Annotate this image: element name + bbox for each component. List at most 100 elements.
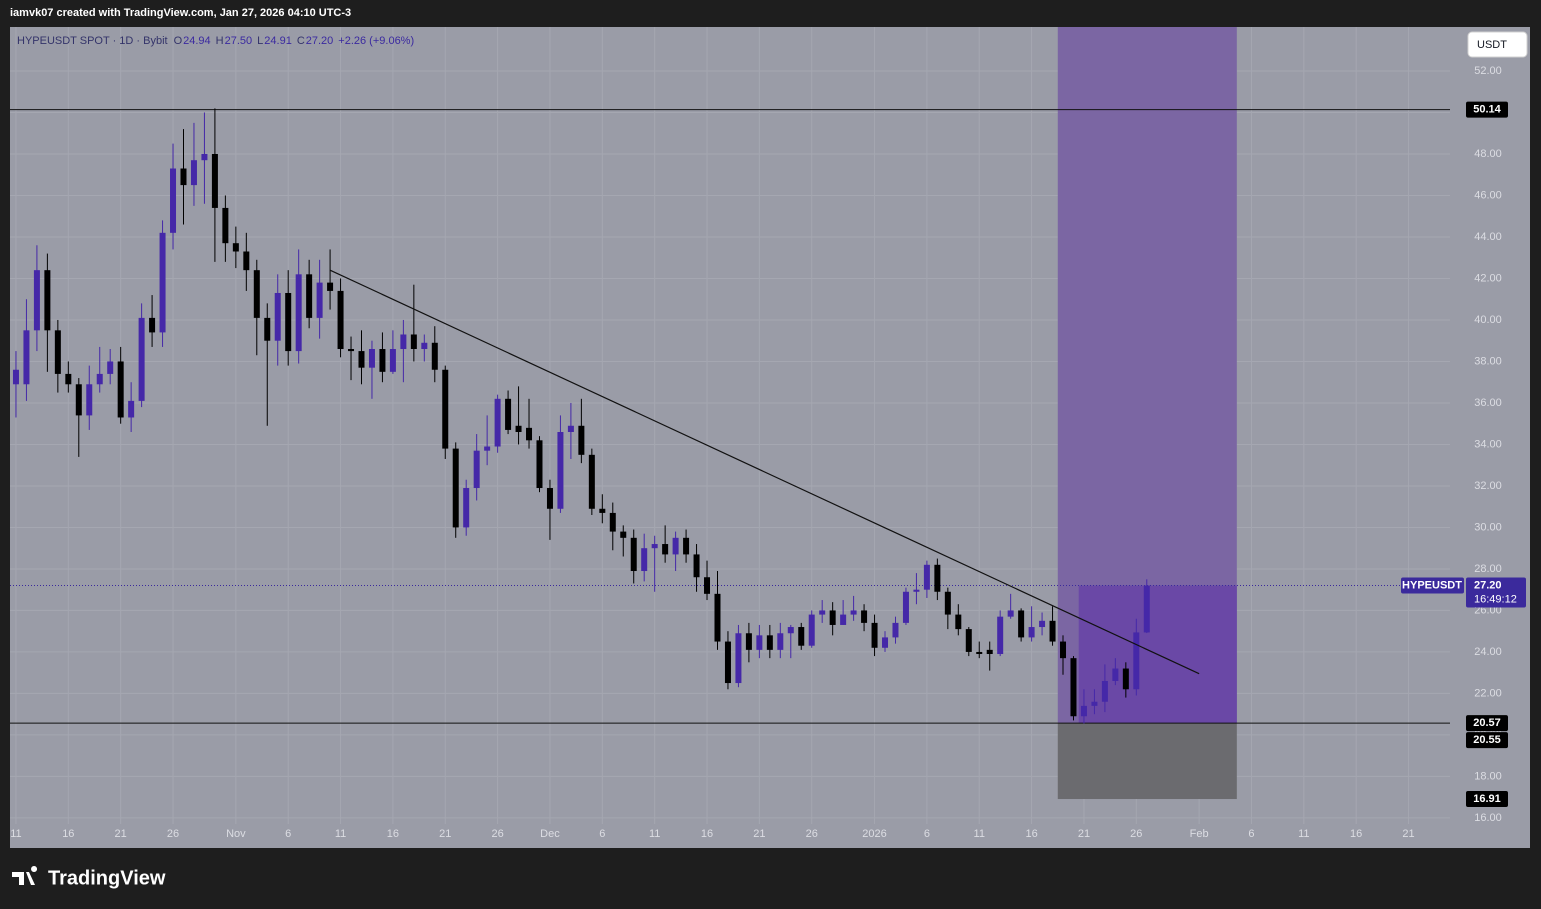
candle-body [348, 349, 355, 352]
x-tick-label: 21 [753, 828, 765, 840]
candle-body [1007, 610, 1014, 617]
candle-body [704, 577, 711, 594]
candle-body [190, 160, 197, 186]
candle-body [735, 633, 742, 684]
x-tick-label: Nov [226, 828, 246, 840]
currency-button[interactable] [1467, 31, 1528, 58]
level-label-box [1466, 715, 1508, 732]
logo [12, 866, 38, 885]
candle-body [1122, 668, 1129, 690]
y-tick-label: 40.00 [1474, 314, 1502, 326]
ohlc-value: 24.94 [183, 35, 211, 47]
candle-body [159, 232, 166, 333]
stop-label-box [1466, 791, 1508, 808]
candle-body [1070, 658, 1077, 717]
x-tick-label: 16 [701, 828, 713, 840]
candle-body [337, 290, 344, 350]
candle-body [358, 351, 365, 368]
candle-body [714, 593, 721, 642]
candle-body [1039, 620, 1046, 628]
candle-body [23, 330, 30, 385]
y-tick-label: 34.00 [1474, 438, 1502, 450]
low-marker-box [1466, 732, 1508, 749]
candle-body [327, 282, 334, 291]
candle-body [484, 446, 491, 451]
candle-body [861, 610, 868, 623]
candle-body [944, 591, 951, 615]
candle-body [808, 614, 815, 646]
candle-body [463, 488, 470, 528]
candle-body [149, 317, 156, 333]
candle-body [578, 425, 585, 455]
candle-body [683, 537, 690, 555]
candle-body [1112, 668, 1119, 681]
candle-body [526, 427, 533, 441]
x-tick-label: 21 [1402, 828, 1414, 840]
candle-body [138, 317, 145, 401]
last-price-name-box [1401, 577, 1464, 594]
candle-body [12, 369, 19, 385]
candle-body [567, 425, 574, 433]
candle-body [285, 292, 292, 352]
candle-body [997, 616, 1004, 655]
ohlc-value: 27.20 [306, 35, 334, 47]
candle-body [787, 627, 794, 634]
candle-body [128, 400, 135, 418]
candle-body [421, 342, 428, 350]
candle-body [662, 544, 669, 555]
candle-body [264, 317, 271, 341]
candle-body [253, 270, 260, 318]
logo-icon [12, 866, 38, 885]
x-tick-label: 11 [974, 828, 985, 840]
candle-body [1133, 632, 1140, 690]
last-price-name: HYPEUSDT [1402, 579, 1462, 591]
low-marker: 20.55 [1473, 734, 1501, 746]
candle-body [777, 633, 784, 650]
y-tick-label: 16.00 [1474, 812, 1502, 824]
symbol: HYPEUSDT SPOT · 1D · Bybit [17, 35, 168, 47]
candle-body [306, 274, 313, 318]
candle-body [473, 450, 480, 489]
countdown: 16:49:12 [1474, 593, 1517, 605]
candle-body [295, 274, 302, 352]
candle-body [630, 537, 637, 572]
candle-body [452, 448, 459, 528]
candle-body [536, 440, 543, 489]
candle-body [913, 589, 920, 592]
candle-body [651, 544, 658, 549]
y-tick-label: 22.00 [1474, 687, 1502, 699]
candle-body [515, 425, 522, 433]
candle-body [609, 512, 616, 532]
candle-body [389, 349, 396, 372]
candle-body [75, 384, 82, 416]
x-tick-label: 16 [1350, 828, 1362, 840]
currency-button-label: USDT [1477, 39, 1507, 51]
candle-body [180, 168, 187, 186]
candle-body [494, 398, 501, 447]
position-stop-zone [1057, 723, 1237, 800]
candle-body [756, 635, 763, 650]
credit: iamvk07 created with TradingView.com, Ja… [10, 7, 351, 19]
x-tick-label: 26 [167, 828, 179, 840]
trendline [329, 269, 1200, 675]
candle-body [986, 649, 993, 655]
candle-body [33, 270, 40, 331]
candle-body [1143, 585, 1150, 633]
y-tick-label: 48.00 [1474, 148, 1502, 160]
candle-body [599, 508, 606, 513]
x-tick-label: 16 [387, 828, 399, 840]
x-tick-label: 11 [10, 828, 21, 840]
ohlc-key: C [297, 35, 305, 47]
candle-body [222, 207, 229, 244]
x-tick-label: 11 [335, 828, 346, 840]
candle-body [86, 384, 93, 416]
candle-body [54, 330, 61, 374]
candle-body [211, 153, 218, 208]
level-label: 50.14 [1473, 103, 1501, 115]
ohlc-value: 27.50 [225, 35, 253, 47]
ohlc-value: 24.91 [264, 35, 292, 47]
ohlc-key: H [216, 35, 224, 47]
candle-body [410, 334, 417, 350]
